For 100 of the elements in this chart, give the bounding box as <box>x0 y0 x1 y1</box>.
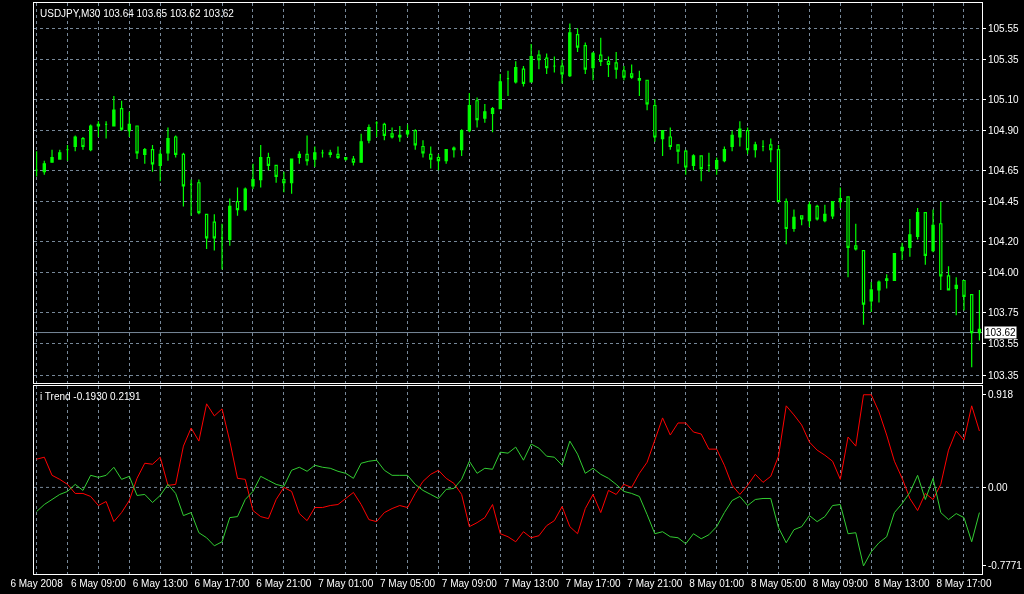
candlestick <box>135 125 139 160</box>
candlestick <box>181 152 186 207</box>
candlestick <box>436 153 441 171</box>
candlestick <box>575 27 580 53</box>
candlestick <box>560 59 564 85</box>
candlestick <box>143 147 147 165</box>
candlestick <box>421 139 425 159</box>
y-tick-label: 105.35 <box>988 54 1020 66</box>
candlestick <box>150 144 155 173</box>
candlestick <box>714 156 719 176</box>
candlestick <box>707 152 711 173</box>
candlestick <box>970 294 974 368</box>
candlestick <box>691 153 696 171</box>
candlestick <box>158 149 162 182</box>
candlestick <box>174 134 178 159</box>
candlestick <box>537 49 541 70</box>
candlestick <box>351 155 356 167</box>
candlestick <box>699 155 703 182</box>
candlestick <box>877 279 881 304</box>
candlestick <box>846 196 850 278</box>
text: i Trend -0.1930 0.2191 <box>40 391 142 402</box>
candlestick <box>900 242 904 261</box>
candlestick <box>313 145 317 168</box>
candlestick <box>119 100 124 132</box>
x-tick-label: 6 May 17:00 <box>194 578 250 589</box>
x-tick-label: 6 May 2008 <box>10 578 64 589</box>
candlestick <box>490 106 495 133</box>
candlestick <box>398 125 402 143</box>
y-tick-label: 104.65 <box>988 164 1020 176</box>
candlestick <box>112 95 116 127</box>
candlestick <box>521 65 526 88</box>
x-tick-label: 7 May 13:00 <box>503 578 560 589</box>
candlestick <box>645 79 649 111</box>
candlestick <box>475 97 479 129</box>
candlestick <box>459 128 464 157</box>
candlestick <box>591 51 595 81</box>
candlestick <box>243 186 247 212</box>
x-tick-label: 6 May 21:00 <box>256 578 312 589</box>
candlestick <box>629 63 634 80</box>
candlestick <box>266 152 271 171</box>
line-series <box>36 394 980 543</box>
candlestick <box>838 186 842 209</box>
candlestick <box>915 207 920 241</box>
ref-line-label: 103.62 <box>985 327 1017 338</box>
candlestick <box>506 70 510 97</box>
x-tick-label: 7 May 17:00 <box>565 578 621 589</box>
candlestick <box>274 164 278 184</box>
candlestick <box>42 160 46 176</box>
y-tick-label: 105.10 <box>988 93 1020 105</box>
candlestick <box>885 273 889 289</box>
candlestick <box>792 208 796 233</box>
x-tick-label: 7 May 09:00 <box>441 578 498 589</box>
y-tick-label: -0.7771 <box>988 560 1023 572</box>
candlestick <box>653 98 657 143</box>
candlestick <box>166 126 170 162</box>
candlestick <box>761 139 765 152</box>
candlestick <box>251 163 255 190</box>
candlestick <box>382 122 387 141</box>
candlestick <box>81 136 85 151</box>
candlestick <box>405 123 410 138</box>
y-tick-label: 104.45 <box>988 196 1020 208</box>
candlestick <box>88 123 93 152</box>
candlestick <box>289 158 294 195</box>
y-tick-label: 103.35 <box>988 369 1020 381</box>
candlestick <box>583 41 587 75</box>
candlestick <box>908 218 912 258</box>
y-tick-label: 104.20 <box>988 235 1020 247</box>
candlestick <box>807 201 812 228</box>
candlestick <box>753 141 757 159</box>
candlestick <box>529 43 533 83</box>
candlestick <box>830 201 835 220</box>
candlestick <box>127 111 131 138</box>
candlestick <box>923 212 928 266</box>
candlestick <box>784 197 788 245</box>
candlestick <box>429 145 433 170</box>
candlestick <box>954 276 958 316</box>
candlestick <box>552 56 557 73</box>
candlestick <box>931 208 935 253</box>
candlestick <box>776 144 781 203</box>
candlestick <box>660 130 665 157</box>
candlestick <box>498 73 502 110</box>
candlestick <box>738 120 742 148</box>
candlestick <box>676 144 680 165</box>
candlestick <box>730 130 734 152</box>
x-tick-label: 7 May 01:00 <box>318 578 374 589</box>
candlestick <box>637 70 642 97</box>
candlestick <box>297 150 302 165</box>
candlestick <box>259 144 263 189</box>
candlestick <box>606 56 611 78</box>
candlestick <box>622 65 626 81</box>
candlestick <box>544 52 549 75</box>
candlestick <box>799 215 804 226</box>
candlestick <box>599 37 603 67</box>
candlestick <box>282 171 286 193</box>
candlestick <box>684 149 688 176</box>
candlestick <box>58 149 62 160</box>
candlestick <box>962 279 966 312</box>
line-series <box>36 440 980 567</box>
x-tick-label: 6 May 09:00 <box>70 578 127 589</box>
candlestick <box>96 120 101 138</box>
